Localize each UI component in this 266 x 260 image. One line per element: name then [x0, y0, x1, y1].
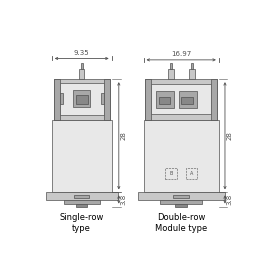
Bar: [181, 97, 193, 104]
Text: Double-row: Double-row: [157, 212, 205, 222]
Bar: [191, 63, 193, 69]
Text: 9.35: 9.35: [74, 50, 89, 56]
Text: 16.97: 16.97: [171, 51, 191, 57]
Bar: [186, 168, 197, 179]
Bar: [189, 69, 195, 79]
Bar: [173, 195, 189, 198]
Bar: [73, 90, 90, 107]
Text: 3.8: 3.8: [227, 194, 233, 205]
Text: B: B: [169, 171, 173, 176]
Text: A: A: [190, 171, 193, 176]
Text: Module type: Module type: [155, 224, 207, 232]
Bar: [144, 120, 219, 192]
Bar: [76, 204, 87, 206]
Bar: [64, 200, 100, 204]
Bar: [151, 84, 211, 114]
Text: Single-row: Single-row: [60, 212, 104, 222]
Bar: [145, 79, 151, 120]
Bar: [211, 79, 217, 120]
Bar: [168, 69, 174, 79]
Bar: [175, 204, 187, 206]
Bar: [159, 97, 170, 104]
Bar: [104, 79, 110, 120]
Bar: [160, 200, 202, 204]
Bar: [101, 93, 104, 104]
Text: type: type: [72, 224, 91, 232]
Bar: [60, 93, 63, 104]
Bar: [79, 69, 84, 79]
Bar: [165, 168, 177, 179]
Bar: [76, 95, 88, 104]
Bar: [169, 63, 172, 69]
Bar: [52, 120, 112, 192]
Text: 28: 28: [227, 131, 233, 140]
Bar: [53, 79, 110, 120]
Text: 28: 28: [121, 131, 127, 140]
Bar: [156, 91, 174, 108]
Bar: [60, 83, 104, 115]
Bar: [53, 79, 60, 120]
Bar: [138, 192, 225, 200]
Bar: [46, 192, 118, 200]
Bar: [81, 63, 83, 69]
Text: 3.8: 3.8: [121, 194, 127, 205]
Bar: [74, 195, 89, 198]
Bar: [179, 91, 197, 108]
Bar: [145, 79, 217, 120]
